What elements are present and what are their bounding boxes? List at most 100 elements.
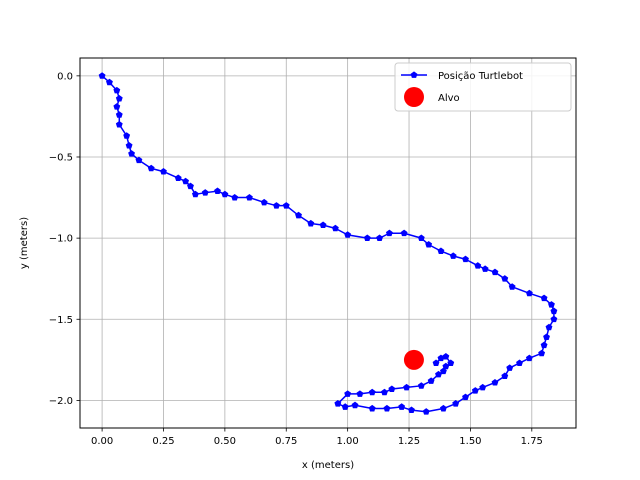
turtlebot-position-point (128, 150, 135, 157)
turtlebot-position-point (439, 404, 447, 412)
turtlebot-position-point (334, 400, 342, 407)
turtlebot-position-point (246, 193, 253, 201)
turtlebot-position-point (273, 202, 280, 209)
turtlebot-position-point (331, 224, 339, 232)
turtlebot-position-point (123, 132, 131, 139)
x-tick-label: 0.50 (214, 436, 236, 447)
x-axis-ticks: 0.00 0.25 0.50 0.75 1.00 1.25 1.50 1.75 (91, 428, 543, 447)
x-tick-label: 1.00 (337, 436, 359, 447)
grid (80, 58, 576, 428)
turtlebot-position-point (437, 354, 445, 362)
x-tick-label: 1.75 (521, 436, 543, 447)
turtlebot-position-point (525, 354, 533, 362)
turtlebot-position-point (508, 283, 516, 290)
turtlebot-position-point (447, 359, 455, 366)
x-tick-label: 0.25 (152, 436, 174, 447)
turtlebot-position-point (481, 265, 489, 272)
turtlebot-position-point (550, 307, 558, 315)
turtlebot-position-point (363, 234, 371, 242)
turtlebot-position-point (543, 333, 550, 341)
y-tick-label: −2.0 (49, 396, 73, 407)
turtlebot-position-point (125, 142, 133, 149)
turtlebot-position-point (545, 323, 553, 331)
turtlebot-position-point (381, 388, 388, 396)
turtlebot-position-point (516, 359, 523, 366)
turtlebot-position-point (403, 383, 410, 391)
turtlebot-position-point (113, 86, 121, 94)
legend-box (394, 62, 572, 112)
turtlebot-position-point (201, 189, 209, 196)
turtlebot-position-point (187, 182, 194, 190)
turtlebot-position-point (115, 94, 123, 102)
turtlebot-position-point (282, 202, 290, 209)
turtlebot-position-point (437, 247, 445, 255)
turtlebot-position-point (221, 190, 229, 198)
turtlebot-position-point (98, 72, 106, 79)
legend-label-turtlebot: Posição Turtlebot (438, 71, 523, 82)
y-axis-label: y (meters) (19, 217, 30, 269)
turtlebot-position-point (462, 393, 469, 401)
turtlebot-position-point (388, 385, 396, 392)
turtlebot-position-point (425, 241, 433, 248)
turtlebot-position-point (344, 390, 352, 397)
x-axis-label: x (meters) (302, 460, 354, 471)
turtlebot-position-point (417, 234, 425, 242)
turtlebot-position-point (260, 198, 268, 206)
turtlebot-position-point (408, 406, 415, 414)
turtlebot-position-point (540, 341, 548, 349)
turtlebot-position-point (191, 190, 199, 198)
y-tick-label: −1.5 (49, 315, 73, 326)
turtlebot-position-point (452, 400, 460, 407)
turtlebot-position-point (417, 382, 425, 389)
turtlebot-position-point (214, 187, 221, 194)
turtlebot-position-point (538, 349, 546, 357)
target-point (403, 349, 424, 370)
turtlebot-position-point (307, 219, 315, 227)
turtlebot-position-point (319, 221, 327, 229)
turtlebot-position-point (344, 231, 352, 238)
x-tick-label: 1.50 (459, 436, 481, 447)
y-axis-ticks: 0.0 −0.5 −1.0 −1.5 −2.0 (49, 71, 80, 407)
turtlebot-position-point (356, 390, 364, 397)
turtlebot-position-point (449, 252, 457, 259)
y-tick-label: −1.0 (49, 234, 73, 245)
legend: Posição Turtlebot Alvo (394, 62, 572, 112)
turtlebot-position-point (106, 78, 113, 86)
turtlebot-position-point (422, 408, 430, 415)
turtlebot-position-point (474, 262, 482, 269)
turtlebot-position-point (435, 370, 442, 378)
turtlebot-position-point (501, 275, 509, 282)
turtlebot-position-point (341, 403, 349, 410)
y-tick-label: 0.0 (57, 71, 73, 82)
turtlebot-position-point (525, 289, 533, 297)
turtlebot-position-point (479, 383, 487, 391)
legend-marker-turtlebot (410, 71, 418, 78)
turtlebot-position-point (182, 177, 190, 185)
turtlebot-position-point (115, 120, 123, 128)
turtlebot-position-point (231, 193, 239, 201)
turtlebot-position-point (368, 404, 376, 412)
turtlebot-position-point (174, 174, 182, 181)
turtlebot-position-point (506, 364, 514, 371)
legend-marker-alvo (404, 87, 424, 107)
turtlebot-position-point (160, 168, 167, 175)
turtlebot-position-point (550, 315, 558, 323)
legend-label-alvo: Alvo (438, 93, 460, 104)
turtlebot-position-point (376, 234, 383, 242)
turtlebot-position-point (540, 294, 548, 302)
x-tick-label: 0.75 (275, 436, 297, 447)
turtlebot-position-point (400, 229, 408, 237)
turtlebot-position-point (113, 103, 121, 110)
series-layer (98, 72, 558, 415)
turtlebot-position-point (442, 362, 450, 370)
y-tick-label: −0.5 (49, 152, 73, 163)
turtlebot-position-point (383, 404, 391, 412)
turtlebot-position-point (295, 211, 302, 219)
x-tick-label: 1.25 (398, 436, 420, 447)
turtlebot-position-point (491, 268, 499, 276)
turtlebot-position-point (462, 255, 469, 263)
turtlebot-position-point (432, 359, 440, 366)
turtlebot-position-point (351, 401, 359, 409)
turtlebot-position-point (491, 378, 499, 386)
